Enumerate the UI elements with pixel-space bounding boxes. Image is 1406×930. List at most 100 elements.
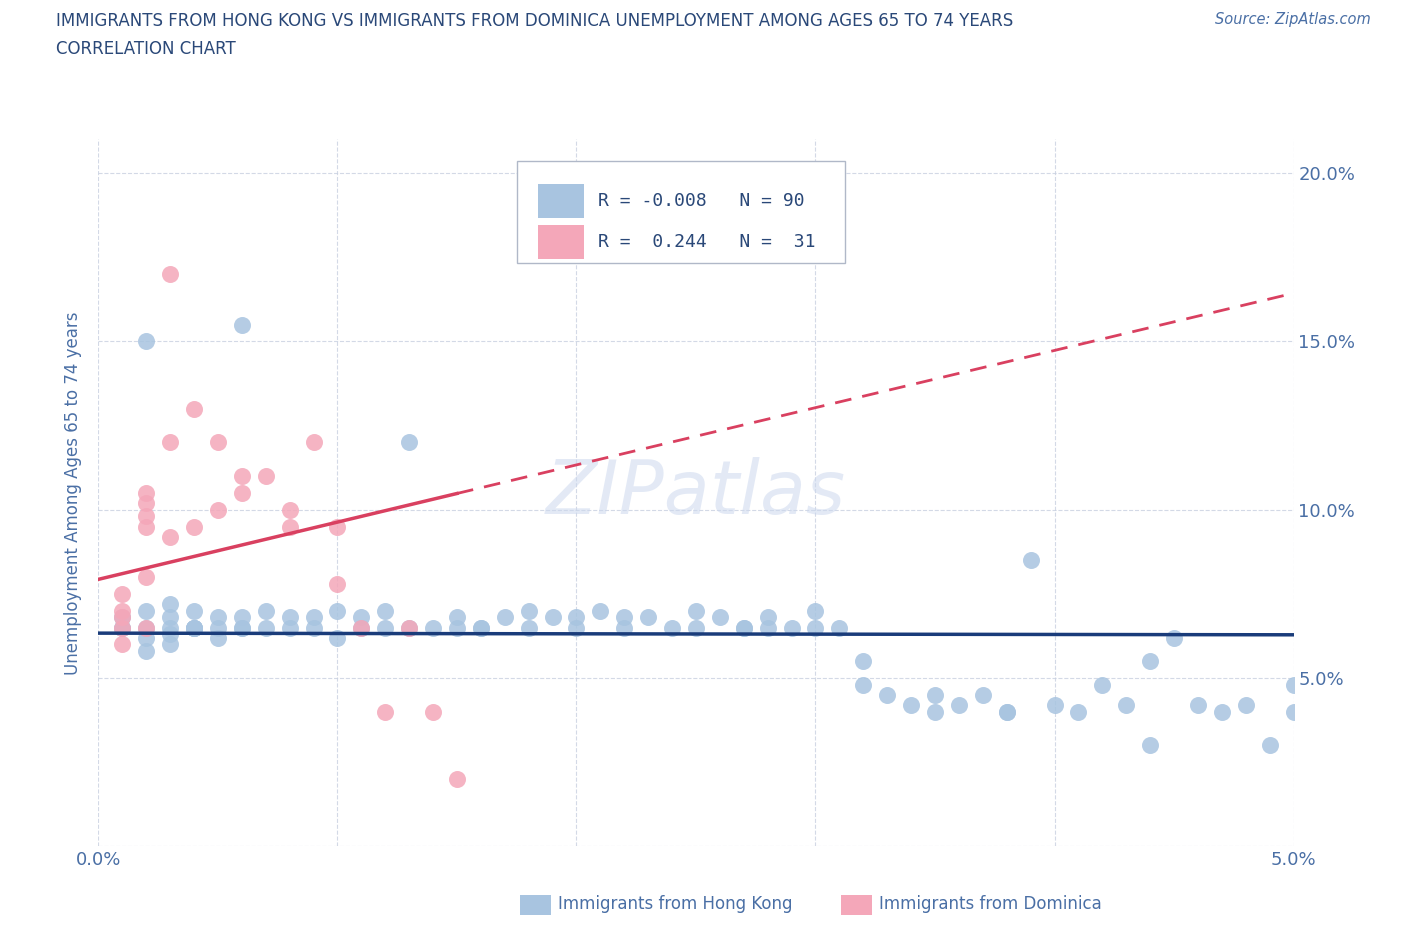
Point	[685, 604, 707, 618]
Point	[183, 604, 205, 618]
Point	[756, 610, 779, 625]
Point	[1234, 698, 1257, 712]
Point	[111, 610, 134, 625]
Point	[278, 610, 301, 625]
Point	[183, 620, 205, 635]
Point	[159, 435, 181, 450]
Point	[159, 596, 181, 611]
Point	[135, 604, 157, 618]
Point	[1163, 631, 1185, 645]
Point	[183, 519, 205, 534]
Point	[876, 687, 898, 702]
Point	[1019, 552, 1042, 567]
Point	[1139, 737, 1161, 752]
Point	[422, 704, 444, 719]
Point	[278, 502, 301, 517]
Point	[111, 620, 134, 635]
Point	[278, 519, 301, 534]
Point	[278, 620, 301, 635]
Point	[207, 631, 229, 645]
Point	[111, 620, 134, 635]
Point	[207, 435, 229, 450]
Point	[374, 704, 396, 719]
Point	[183, 620, 205, 635]
Point	[398, 435, 420, 450]
Point	[613, 610, 636, 625]
Point	[135, 509, 157, 524]
Point	[302, 620, 325, 635]
Point	[422, 620, 444, 635]
Point	[1043, 698, 1066, 712]
Point	[111, 637, 134, 652]
Point	[494, 610, 516, 625]
Point	[972, 687, 994, 702]
Point	[135, 620, 157, 635]
Point	[326, 577, 349, 591]
Point	[254, 620, 277, 635]
Point	[183, 402, 205, 417]
Point	[374, 604, 396, 618]
Point	[135, 631, 157, 645]
Text: Immigrants from Dominica: Immigrants from Dominica	[879, 895, 1101, 913]
Point	[517, 620, 540, 635]
Point	[326, 631, 349, 645]
Point	[350, 620, 373, 635]
Point	[159, 610, 181, 625]
Point	[995, 704, 1018, 719]
Point	[613, 620, 636, 635]
Point	[302, 610, 325, 625]
Point	[159, 627, 181, 642]
Point	[1258, 737, 1281, 752]
Point	[135, 519, 157, 534]
Point	[804, 620, 827, 635]
Point	[350, 610, 373, 625]
Point	[231, 485, 253, 500]
Point	[254, 604, 277, 618]
Point	[565, 620, 588, 635]
Point	[1211, 704, 1233, 719]
Point	[1282, 677, 1305, 692]
Point	[207, 620, 229, 635]
Point	[1067, 704, 1090, 719]
Point	[948, 698, 970, 712]
Text: ZIPatlas: ZIPatlas	[546, 457, 846, 529]
Point	[470, 620, 492, 635]
Point	[231, 620, 253, 635]
Point	[756, 620, 779, 635]
Point	[1282, 704, 1305, 719]
FancyBboxPatch shape	[538, 225, 583, 259]
Point	[135, 485, 157, 500]
Point	[446, 620, 468, 635]
Point	[804, 604, 827, 618]
Point	[111, 587, 134, 602]
Point	[780, 620, 803, 635]
Point	[661, 620, 683, 635]
Point	[350, 620, 373, 635]
Text: Immigrants from Hong Kong: Immigrants from Hong Kong	[558, 895, 793, 913]
Point	[541, 610, 564, 625]
Point	[828, 620, 851, 635]
Point	[159, 267, 181, 282]
Point	[254, 469, 277, 484]
Point	[135, 334, 157, 349]
Point	[470, 620, 492, 635]
Point	[637, 610, 659, 625]
Point	[135, 620, 157, 635]
Point	[446, 610, 468, 625]
Point	[852, 654, 875, 669]
Text: R =  0.244   N =  31: R = 0.244 N = 31	[598, 233, 815, 251]
Text: Source: ZipAtlas.com: Source: ZipAtlas.com	[1215, 12, 1371, 27]
Point	[231, 317, 253, 332]
Point	[398, 620, 420, 635]
Point	[183, 620, 205, 635]
Point	[446, 772, 468, 787]
Point	[183, 620, 205, 635]
Text: R = -0.008   N = 90: R = -0.008 N = 90	[598, 192, 804, 210]
Point	[1091, 677, 1114, 692]
Point	[733, 620, 755, 635]
Point	[995, 704, 1018, 719]
Point	[900, 698, 922, 712]
Point	[1187, 698, 1209, 712]
Point	[924, 687, 946, 702]
Point	[135, 496, 157, 511]
